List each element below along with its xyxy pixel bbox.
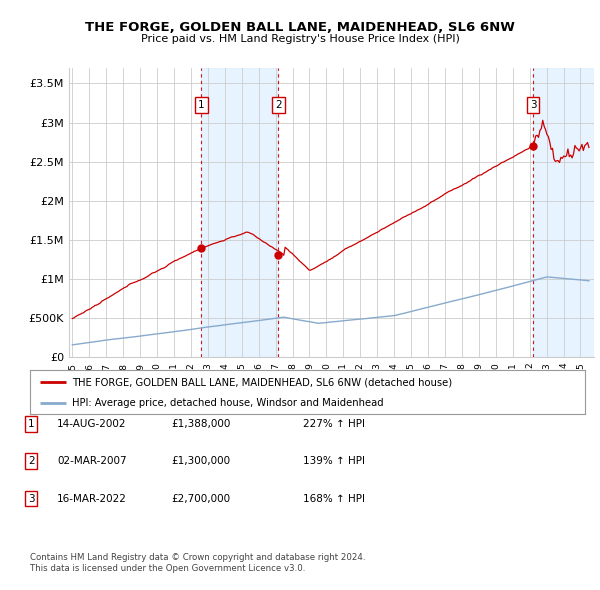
Text: 1: 1: [28, 419, 35, 428]
Text: Contains HM Land Registry data © Crown copyright and database right 2024.
This d: Contains HM Land Registry data © Crown c…: [30, 553, 365, 573]
Text: 3: 3: [28, 494, 35, 503]
Text: £1,300,000: £1,300,000: [171, 457, 230, 466]
Text: 2: 2: [28, 457, 35, 466]
Text: THE FORGE, GOLDEN BALL LANE, MAIDENHEAD, SL6 6NW: THE FORGE, GOLDEN BALL LANE, MAIDENHEAD,…: [85, 21, 515, 34]
Text: 1: 1: [198, 100, 205, 110]
Bar: [533, 68, 594, 357]
Text: 139% ↑ HPI: 139% ↑ HPI: [303, 457, 365, 466]
Text: 16-MAR-2022: 16-MAR-2022: [57, 494, 127, 503]
Text: £2,700,000: £2,700,000: [171, 494, 230, 503]
Bar: [202, 68, 278, 357]
Text: 3: 3: [530, 100, 536, 110]
Text: 227% ↑ HPI: 227% ↑ HPI: [303, 419, 365, 428]
Text: £1,388,000: £1,388,000: [171, 419, 230, 428]
Text: HPI: Average price, detached house, Windsor and Maidenhead: HPI: Average price, detached house, Wind…: [71, 398, 383, 408]
Text: 02-MAR-2007: 02-MAR-2007: [57, 457, 127, 466]
Text: 14-AUG-2002: 14-AUG-2002: [57, 419, 127, 428]
Text: 168% ↑ HPI: 168% ↑ HPI: [303, 494, 365, 503]
Text: Price paid vs. HM Land Registry's House Price Index (HPI): Price paid vs. HM Land Registry's House …: [140, 34, 460, 44]
Text: 2: 2: [275, 100, 281, 110]
Text: THE FORGE, GOLDEN BALL LANE, MAIDENHEAD, SL6 6NW (detached house): THE FORGE, GOLDEN BALL LANE, MAIDENHEAD,…: [71, 378, 452, 387]
